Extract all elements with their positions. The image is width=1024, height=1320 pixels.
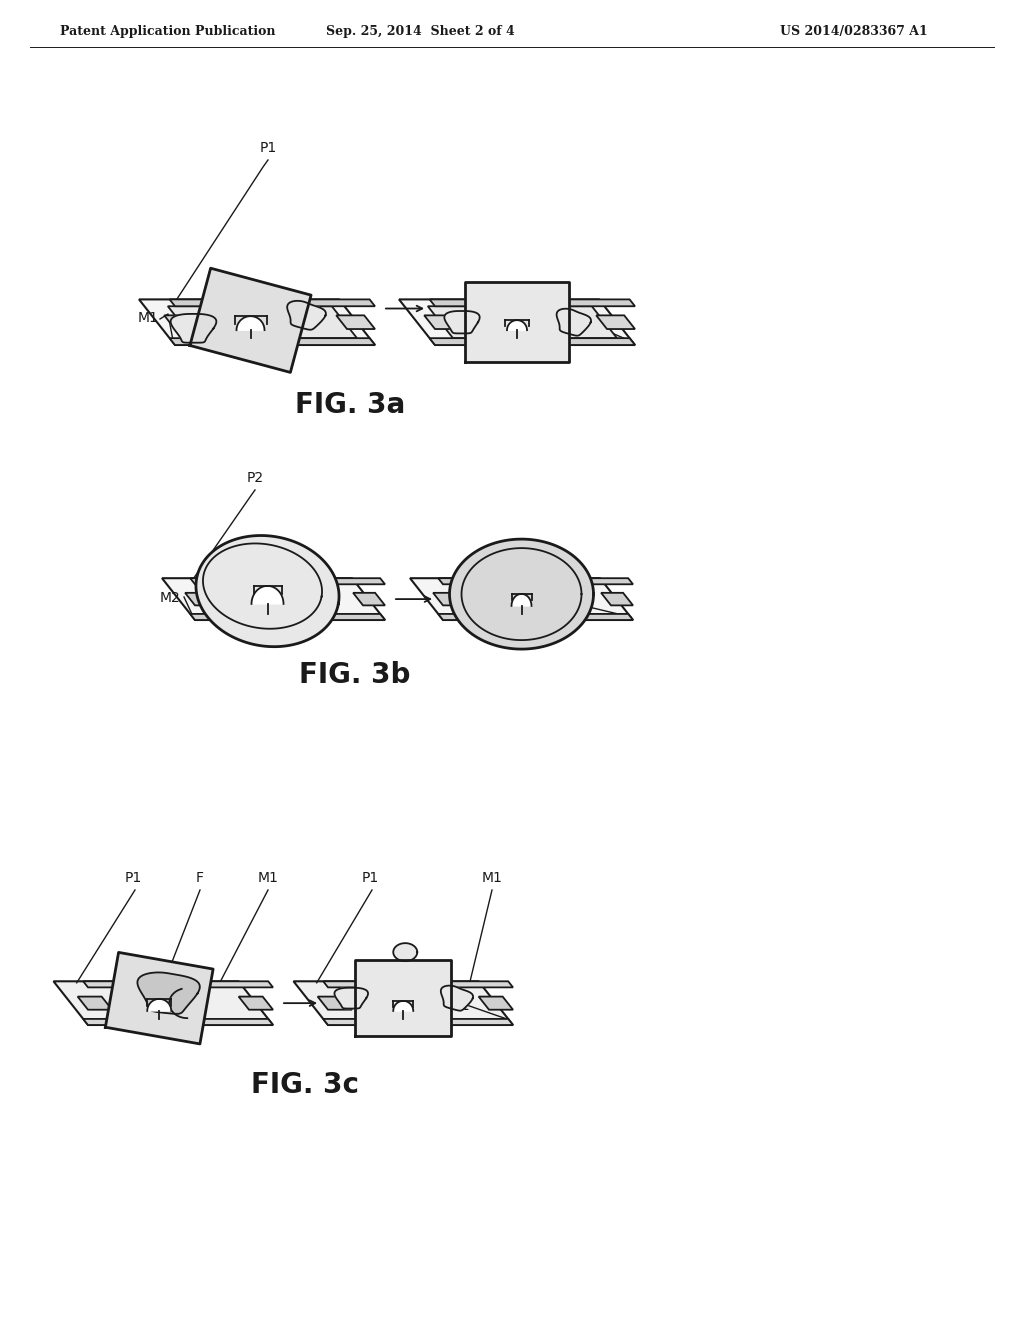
Text: D2: D2 [546,593,565,607]
Polygon shape [336,315,375,329]
Polygon shape [78,997,112,1010]
Polygon shape [170,300,375,306]
Polygon shape [410,578,633,620]
Polygon shape [237,317,264,330]
Polygon shape [324,981,513,987]
Polygon shape [190,614,385,620]
Polygon shape [430,338,635,345]
Polygon shape [440,986,473,1011]
Polygon shape [424,315,463,329]
Polygon shape [507,321,527,330]
Polygon shape [433,593,465,606]
Polygon shape [444,312,479,334]
Polygon shape [83,981,273,987]
Text: D1: D1 [568,313,588,327]
Polygon shape [185,593,217,606]
Polygon shape [239,997,273,1010]
Text: M1: M1 [481,871,503,884]
Text: FIG. 3b: FIG. 3b [299,661,411,689]
Polygon shape [355,960,452,1036]
Text: P2: P2 [247,471,263,484]
Text: Sep. 25, 2014  Sheet 2 of 4: Sep. 25, 2014 Sheet 2 of 4 [326,25,514,38]
Polygon shape [324,1019,513,1026]
Polygon shape [162,578,385,620]
Polygon shape [430,300,635,306]
Text: M1: M1 [137,312,159,325]
Polygon shape [317,997,352,1010]
Polygon shape [512,594,531,606]
Text: FIG. 3c: FIG. 3c [251,1071,359,1100]
Text: US 2014/0283367 A1: US 2014/0283367 A1 [780,25,928,38]
Polygon shape [393,1001,414,1011]
Polygon shape [171,314,216,343]
Polygon shape [601,593,633,606]
Polygon shape [557,309,591,335]
Polygon shape [137,973,200,1014]
Polygon shape [190,578,385,585]
Text: F: F [196,871,204,884]
Polygon shape [399,300,635,345]
Polygon shape [393,944,417,961]
Polygon shape [450,539,594,649]
Text: Patent Application Publication: Patent Application Publication [60,25,275,38]
Polygon shape [105,953,213,1044]
Polygon shape [438,614,633,620]
Polygon shape [353,593,385,606]
Polygon shape [428,306,617,338]
Polygon shape [170,338,375,345]
Polygon shape [189,268,311,372]
Polygon shape [438,578,633,585]
Polygon shape [465,282,569,362]
Polygon shape [335,987,368,1008]
Text: M2: M2 [160,591,180,605]
Text: FIG. 3a: FIG. 3a [295,391,406,418]
Text: P1: P1 [124,871,141,884]
Polygon shape [596,315,635,329]
Polygon shape [287,301,326,330]
Polygon shape [164,315,203,329]
Text: D1: D1 [451,999,470,1012]
Polygon shape [478,997,513,1010]
Polygon shape [196,536,339,647]
Polygon shape [139,300,375,345]
Text: P1: P1 [361,871,379,884]
Polygon shape [294,981,513,1026]
Text: M1: M1 [258,871,279,884]
Polygon shape [83,1019,273,1026]
Polygon shape [252,586,284,605]
Polygon shape [53,981,273,1026]
Polygon shape [168,306,357,338]
Text: P1: P1 [259,141,276,154]
Polygon shape [147,999,171,1011]
